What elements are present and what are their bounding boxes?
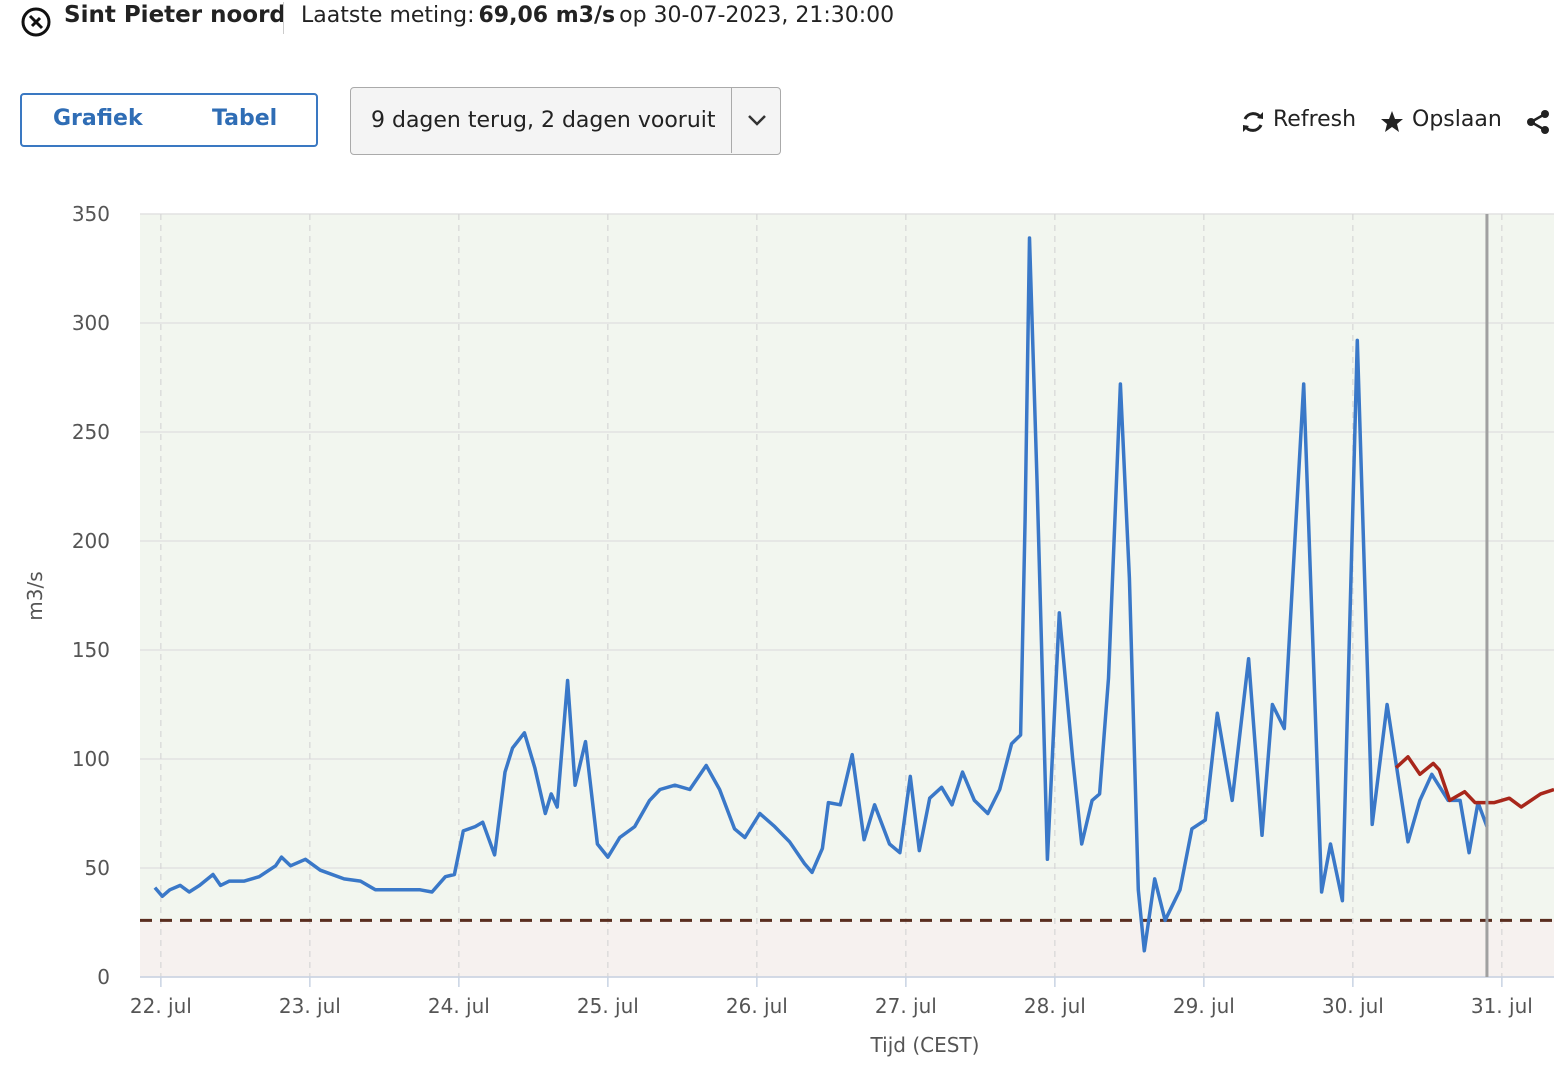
separator [283,2,284,34]
y-tick-label: 200 [72,529,110,553]
tab-graph[interactable]: Grafiek [53,106,143,131]
low-zone [140,920,1554,977]
safe-zone [140,214,1554,921]
save-button[interactable]: Opslaan [1412,107,1502,132]
period-text: 9 dagen terug, 2 dagen vooruit [371,108,716,133]
star-icon[interactable] [1380,110,1404,134]
x-tick-label: 26. jul [726,994,788,1018]
y-tick-label: 50 [85,856,110,880]
last-measurement: Laatste meting: 69,06 m3/s op 30-07-2023, … [301,3,894,28]
measurement-label: Laatste meting: [301,3,475,28]
period-dropdown[interactable]: 9 dagen terug, 2 dagen vooruit [350,87,781,155]
series-line [1394,755,1554,809]
y-tick-label: 250 [72,420,110,444]
series-line [153,236,1489,953]
y-tick-label: 350 [72,202,110,226]
x-tick-label: 27. jul [875,994,937,1018]
tab-table[interactable]: Tabel [212,106,278,131]
x-axis-title: Tijd (CEST) [870,1033,980,1057]
y-axis-title: m3/s [23,571,47,620]
y-tick-label: 150 [72,638,110,662]
view-tabs: Grafiek Tabel [20,93,318,147]
measurement-time: op 30-07-2023, 21:30:00 [619,3,895,28]
refresh-icon[interactable] [1240,109,1266,135]
refresh-button[interactable]: Refresh [1273,107,1357,132]
measurement-value: 69,06 m3/s [478,3,616,28]
station-name: Sint Pieter noord [64,2,286,28]
y-tick-label: 0 [97,965,110,989]
x-tick-label: 24. jul [428,994,490,1018]
station-icon [21,7,51,37]
x-tick-label: 30. jul [1322,994,1384,1018]
chevron [748,115,766,126]
x-tick-label: 31. jul [1471,994,1533,1018]
dropdown-divider [731,88,732,153]
x-tick-label: 28. jul [1024,994,1086,1018]
x-tick-label: 23. jul [279,994,341,1018]
y-tick-label: 300 [72,311,110,335]
x-tick-label: 29. jul [1173,994,1235,1018]
chart: m3/s Tijd (CEST) 0 50 100 150 200 250 300 350 22… [23,202,1554,1057]
x-tick-label: 25. jul [577,994,639,1018]
x-tick-label: 22. jul [130,994,192,1018]
y-tick-label: 100 [72,747,110,771]
share-icon[interactable] [1525,109,1551,135]
